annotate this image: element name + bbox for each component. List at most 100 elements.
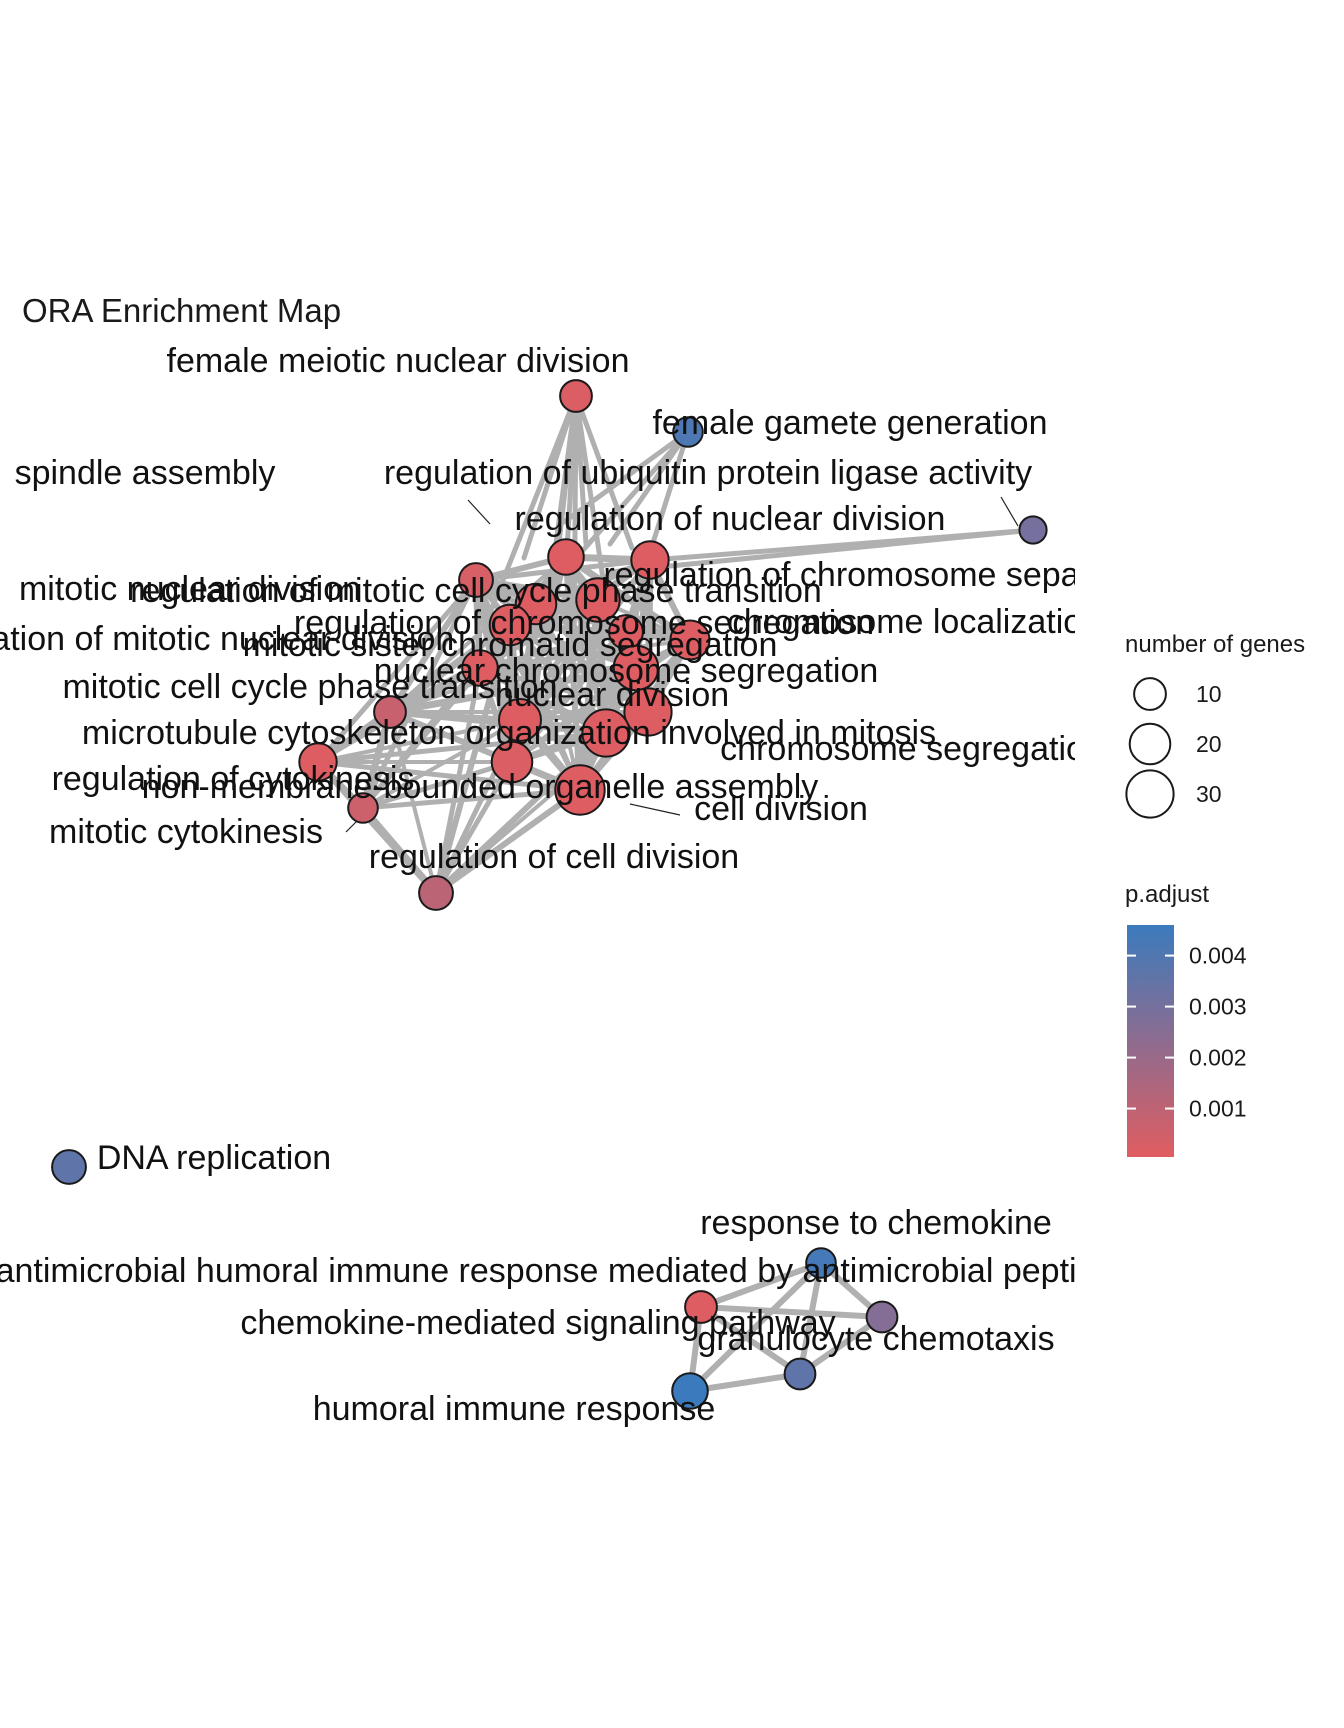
size-legend-key bbox=[1128, 722, 1172, 766]
label-mitotic-nuclear-division: mitotic nuclear division bbox=[19, 570, 361, 608]
node-reg-cell-division bbox=[418, 875, 454, 911]
leader-line bbox=[467, 499, 491, 525]
edge bbox=[360, 787, 583, 811]
color-legend-bar bbox=[1127, 925, 1174, 1157]
edge bbox=[797, 1260, 824, 1377]
color-legend-label: 0.004 bbox=[1189, 943, 1247, 969]
edge bbox=[359, 804, 440, 897]
node-chemokine-signaling bbox=[865, 1300, 899, 1334]
edge bbox=[527, 429, 691, 613]
size-legend: number of genes 10 20 30 bbox=[1125, 631, 1305, 819]
edge bbox=[698, 1260, 824, 1310]
node-reg-chromosome-separation bbox=[547, 538, 585, 576]
color-legend-label: 0.001 bbox=[1189, 1096, 1247, 1122]
label-granulocyte-chemotaxis: granulocyte chemotaxis bbox=[697, 1320, 1054, 1358]
edge bbox=[698, 1304, 803, 1377]
edge bbox=[387, 709, 609, 736]
network-panel: female meiotic nuclear division female ga… bbox=[0, 342, 1164, 1428]
label-chromosome-localization: chromosome localization bbox=[727, 603, 1101, 641]
label-chemokine-signaling: chemokine-mediated signaling pathway bbox=[240, 1304, 835, 1342]
node-nuclear-division bbox=[623, 687, 673, 737]
label-reg-cytokinesis: regulation of cytokinesis bbox=[52, 760, 415, 798]
edge bbox=[315, 759, 583, 793]
node-humoral-immune bbox=[671, 1372, 709, 1410]
node-female-meiotic-nuclear-division bbox=[559, 379, 593, 413]
edge bbox=[698, 1304, 885, 1320]
label-cell-division: cell division bbox=[694, 790, 868, 828]
node-dna-replication bbox=[51, 1149, 87, 1185]
color-legend-label: 0.003 bbox=[1189, 994, 1247, 1020]
leader-line bbox=[467, 777, 475, 791]
edge bbox=[561, 429, 691, 525]
node-cell-division bbox=[554, 764, 606, 816]
label-nuclear-division: nuclear division bbox=[495, 676, 729, 714]
edge bbox=[562, 553, 694, 644]
label-reg-mitotic-nuclear-division: regulation of mitotic nuclear division bbox=[0, 620, 454, 658]
size-legend-label: 10 bbox=[1196, 681, 1222, 707]
node-female-gamete-generation bbox=[672, 416, 704, 448]
edge bbox=[607, 527, 1036, 575]
color-legend: p.adjust 0.001 0.002 0.003 0.004 bbox=[1125, 881, 1247, 1157]
edge bbox=[433, 787, 583, 896]
node-nuclear-chromosome-segregation bbox=[612, 644, 660, 692]
label-reg-chromosome-separation: regulation of chromosome separation bbox=[603, 556, 1164, 594]
size-legend-key bbox=[1133, 677, 1167, 711]
label-female-meiotic-nuclear-division: female meiotic nuclear division bbox=[167, 342, 630, 380]
edge bbox=[797, 1314, 885, 1377]
node-chromosome-segregation bbox=[581, 708, 631, 758]
label-membraneless-organelle: non-membrane-bounded organelle assembly bbox=[142, 768, 819, 806]
edge bbox=[361, 760, 514, 810]
node-response-to-chemokine bbox=[805, 1247, 837, 1279]
size-legend-title: number of genes bbox=[1125, 631, 1305, 658]
node-reg-cytokinesis bbox=[373, 695, 407, 729]
leader-line bbox=[629, 803, 681, 816]
node-microtubule-cytoskeleton bbox=[298, 742, 338, 782]
node-granulocyte-chemotaxis bbox=[783, 1357, 817, 1391]
size-legend-label: 30 bbox=[1196, 781, 1222, 807]
label-reg-mitotic-cell-cycle-phase: regulation of mitotic cell cycle phase t… bbox=[130, 572, 822, 610]
label-reg-cell-division: regulation of cell division bbox=[369, 838, 739, 876]
chart-title: ORA Enrichment Map bbox=[22, 292, 341, 329]
node-antimicrobial-humoral bbox=[684, 1290, 718, 1324]
label-dna-replication: DNA replication bbox=[97, 1139, 331, 1177]
node-reg-mitotic-nuclear-division bbox=[461, 649, 499, 687]
node-mitotic-nuclear-division bbox=[575, 577, 621, 623]
label-mitotic-sister-chromatid-seg: mitotic sister chromatid segregation bbox=[243, 626, 778, 664]
label-antimicrobial-humoral: antimicrobial humoral immune response me… bbox=[0, 1252, 1114, 1290]
label-chromosome-segregation: chromosome segregation bbox=[720, 730, 1104, 768]
edge bbox=[387, 622, 513, 715]
color-legend-title: p.adjust bbox=[1125, 881, 1209, 908]
edge bbox=[387, 577, 479, 715]
edge bbox=[315, 577, 479, 765]
edge bbox=[315, 730, 609, 765]
label-spindle-assembly: spindle assembly bbox=[15, 454, 276, 492]
node-reg-nuclear-division bbox=[630, 540, 670, 580]
leader-line bbox=[1000, 496, 1019, 527]
label-microtubule-cytoskeleton: microtubule cytoskeleton organization in… bbox=[82, 714, 936, 752]
edge bbox=[433, 759, 515, 896]
label-reg-nuclear-division: regulation of nuclear division bbox=[515, 500, 946, 538]
label-response-to-chemokine: response to chemokine bbox=[700, 1204, 1052, 1242]
color-legend-label: 0.002 bbox=[1189, 1045, 1247, 1071]
label-mitotic-cell-cycle-phase: mitotic cell cycle phase transition bbox=[62, 668, 557, 706]
node-mitotic-cytokinesis bbox=[347, 792, 379, 824]
size-legend-key bbox=[1125, 769, 1175, 819]
label-female-gamete-generation: female gamete generation bbox=[652, 404, 1047, 442]
network-nodes bbox=[51, 379, 1048, 1410]
edge bbox=[607, 429, 691, 547]
size-legend-label: 20 bbox=[1196, 731, 1222, 757]
label-reg-ubiquitin-ligase: regulation of ubiquitin protein ligase a… bbox=[384, 454, 1032, 492]
node-spindle-assembly bbox=[458, 562, 494, 598]
label-humoral-immune: humoral immune response bbox=[313, 1390, 716, 1428]
node-mitotic-sister-chromatid-seg bbox=[488, 603, 532, 647]
edge bbox=[386, 664, 640, 716]
label-reg-chromosome-segregation: regulation of chromosome segregation bbox=[294, 604, 874, 642]
node-reg-chromosome-segregation bbox=[669, 619, 711, 661]
edge bbox=[433, 730, 609, 896]
node-mitotic-cell-cycle-phase bbox=[498, 698, 542, 742]
node-reg-ubiquitin-ligase bbox=[1018, 515, 1048, 545]
label-mitotic-cytokinesis: mitotic cytokinesis bbox=[49, 813, 323, 851]
label-nuclear-chromosome-segregation: nuclear chromosome segregation bbox=[374, 652, 879, 690]
node-labels: female meiotic nuclear division female ga… bbox=[0, 342, 1164, 1428]
